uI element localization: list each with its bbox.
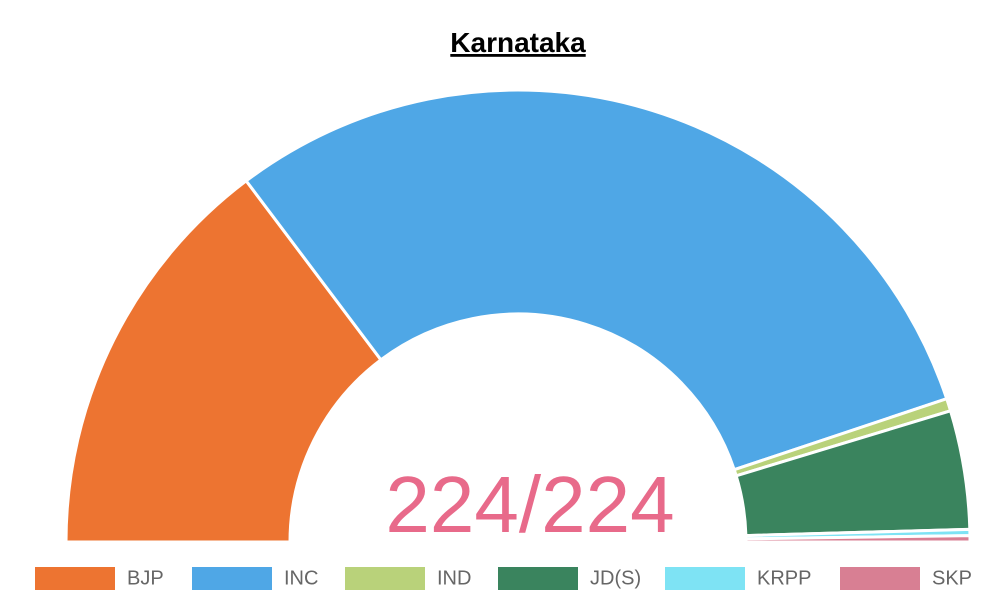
legend-swatch xyxy=(840,567,920,590)
chart-title: Karnataka xyxy=(450,27,586,58)
slice xyxy=(64,178,384,544)
legend-swatch xyxy=(498,567,578,590)
legend-label: SKP xyxy=(932,567,972,589)
slice xyxy=(744,534,972,544)
legend-label: BJP xyxy=(127,567,164,589)
legend-swatch xyxy=(192,567,272,590)
legend-swatch xyxy=(345,567,425,590)
legend: BJP INC IND JD(S) KRPP SKP xyxy=(35,567,972,590)
legend-label: INC xyxy=(284,567,318,589)
legend-swatch xyxy=(35,567,115,590)
legend-label: KRPP xyxy=(757,567,811,589)
legend-label: IND xyxy=(437,567,471,589)
arcs xyxy=(64,88,972,544)
legend-swatch xyxy=(665,567,745,590)
legend-label: JD(S) xyxy=(590,567,641,589)
center-label: 224/224 xyxy=(385,460,674,549)
slice xyxy=(244,88,949,472)
